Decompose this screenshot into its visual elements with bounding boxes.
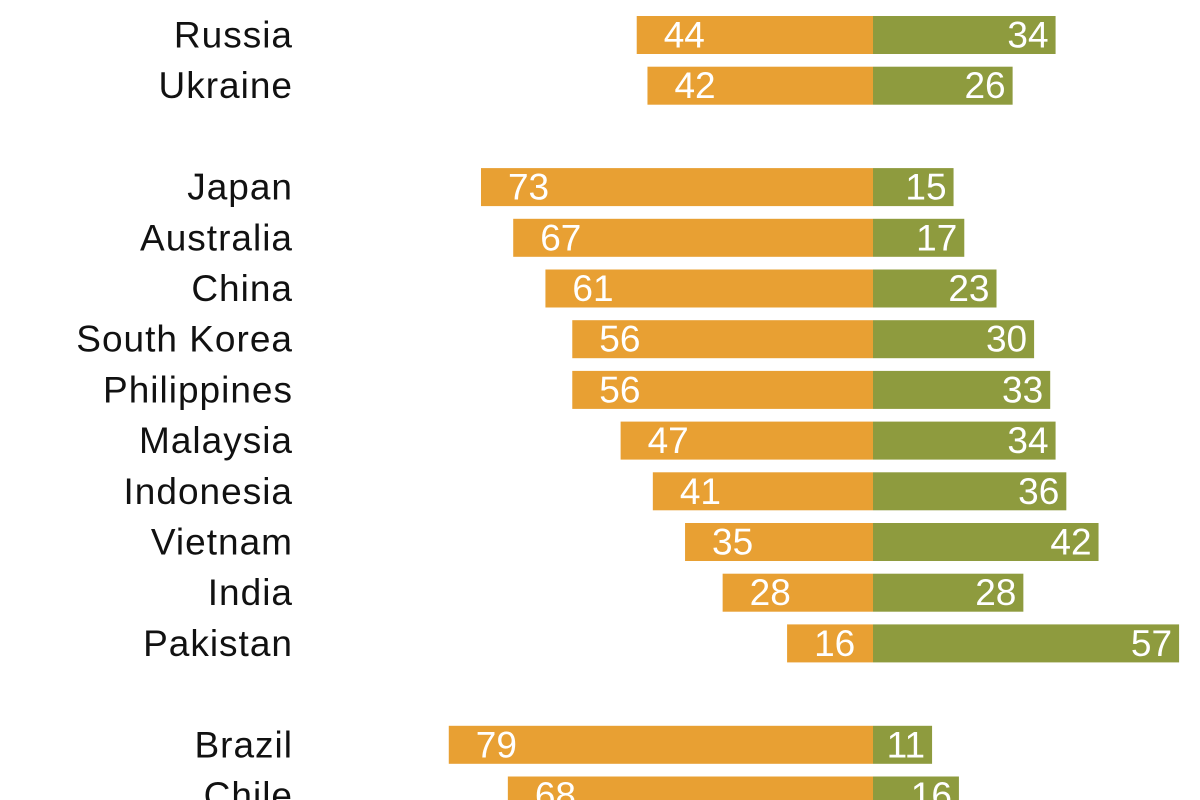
value-right-vietnam: 42 bbox=[1050, 522, 1091, 563]
country-label-vietnam: Vietnam bbox=[151, 522, 293, 563]
bar-left-brazil bbox=[448, 725, 873, 764]
row-russia: Russia 44 34 bbox=[174, 15, 1056, 56]
country-label-ukraine: Ukraine bbox=[159, 65, 294, 106]
country-label-chile: Chile bbox=[204, 775, 293, 800]
value-left-australia: 67 bbox=[540, 217, 581, 258]
value-right-russia: 34 bbox=[1007, 15, 1048, 56]
bar-left-russia bbox=[636, 16, 873, 54]
row-philippines: Philippines 56 33 bbox=[103, 369, 1051, 410]
country-label-malaysia: Malaysia bbox=[139, 420, 293, 461]
bar-left-vietnam bbox=[685, 523, 873, 561]
bar-left-japan bbox=[480, 168, 873, 207]
value-left-china: 61 bbox=[572, 268, 613, 309]
value-left-japan: 73 bbox=[508, 167, 549, 208]
value-right-south-korea: 30 bbox=[986, 319, 1027, 360]
country-label-philippines: Philippines bbox=[103, 369, 293, 410]
bar-right-south-korea bbox=[873, 320, 1035, 359]
bar-left-south-korea bbox=[572, 320, 873, 359]
value-right-japan: 15 bbox=[905, 167, 946, 208]
value-left-chile: 68 bbox=[535, 775, 576, 800]
bar-right-india bbox=[873, 573, 1024, 612]
bar-left-china bbox=[545, 269, 873, 308]
bar-right-chile bbox=[873, 776, 959, 800]
bar-right-malaysia bbox=[873, 421, 1056, 460]
value-left-south-korea: 56 bbox=[599, 319, 640, 360]
bar-left-india bbox=[722, 573, 873, 612]
value-left-malaysia: 47 bbox=[648, 420, 689, 461]
row-chile: Chile 68 16 bbox=[204, 775, 959, 800]
country-label-brazil: Brazil bbox=[194, 724, 293, 765]
row-australia: Australia 67 17 bbox=[140, 217, 965, 258]
value-right-australia: 17 bbox=[916, 217, 957, 258]
bar-left-pakistan bbox=[787, 624, 873, 663]
bar-right-ukraine bbox=[873, 66, 1013, 105]
value-right-chile: 16 bbox=[911, 775, 952, 800]
row-pakistan: Pakistan 16 57 bbox=[143, 623, 1180, 664]
bar-right-russia bbox=[873, 16, 1056, 54]
bar-left-malaysia bbox=[620, 421, 873, 460]
value-right-pakistan: 57 bbox=[1131, 623, 1172, 664]
bar-right-brazil bbox=[873, 725, 933, 764]
value-left-philippines: 56 bbox=[599, 369, 640, 410]
bar-left-chile bbox=[507, 776, 873, 800]
country-label-indonesia: Indonesia bbox=[124, 471, 293, 512]
value-right-ukraine: 26 bbox=[964, 65, 1005, 106]
country-label-pakistan: Pakistan bbox=[143, 623, 293, 664]
bar-right-australia bbox=[873, 218, 965, 257]
bar-right-philippines bbox=[873, 370, 1051, 409]
value-right-brazil: 11 bbox=[887, 724, 925, 765]
country-label-south-korea: South Korea bbox=[76, 319, 293, 360]
value-left-brazil: 79 bbox=[476, 724, 517, 765]
country-label-russia: Russia bbox=[174, 15, 293, 56]
country-label-japan: Japan bbox=[187, 167, 293, 208]
bar-left-indonesia bbox=[652, 472, 873, 511]
value-right-malaysia: 34 bbox=[1007, 420, 1048, 461]
value-right-china: 23 bbox=[948, 268, 989, 309]
value-left-pakistan: 16 bbox=[814, 623, 855, 664]
value-left-india: 28 bbox=[750, 572, 791, 613]
value-right-philippines: 33 bbox=[1002, 369, 1043, 410]
bar-left-ukraine bbox=[647, 66, 873, 105]
country-label-australia: Australia bbox=[140, 217, 293, 258]
row-south-korea: South Korea 56 30 bbox=[76, 319, 1035, 360]
value-left-russia: 44 bbox=[664, 15, 705, 56]
bar-left-philippines bbox=[572, 370, 873, 409]
value-left-ukraine: 42 bbox=[674, 65, 715, 106]
row-vietnam: Vietnam 35 42 bbox=[151, 522, 1099, 563]
value-left-vietnam: 35 bbox=[712, 522, 753, 563]
row-india: India 28 28 bbox=[208, 572, 1024, 613]
bar-right-china bbox=[873, 269, 997, 308]
row-malaysia: Malaysia 47 34 bbox=[139, 420, 1056, 461]
row-indonesia: Indonesia 41 36 bbox=[124, 471, 1067, 512]
value-right-india: 28 bbox=[975, 572, 1016, 613]
country-label-india: India bbox=[208, 572, 293, 613]
bar-right-indonesia bbox=[873, 472, 1067, 511]
bar-right-vietnam bbox=[873, 523, 1099, 561]
value-left-indonesia: 41 bbox=[680, 471, 721, 512]
bar-right-pakistan bbox=[873, 624, 1180, 663]
bar-right-japan bbox=[873, 168, 954, 207]
bar-left-australia bbox=[513, 218, 873, 257]
row-china: China 61 23 bbox=[191, 268, 997, 309]
country-label-china: China bbox=[191, 268, 293, 309]
row-japan: Japan 73 15 bbox=[187, 167, 954, 208]
row-brazil: Brazil 79 11 bbox=[194, 724, 933, 765]
row-ukraine: Ukraine 42 26 bbox=[159, 65, 1013, 106]
value-right-indonesia: 36 bbox=[1018, 471, 1059, 512]
